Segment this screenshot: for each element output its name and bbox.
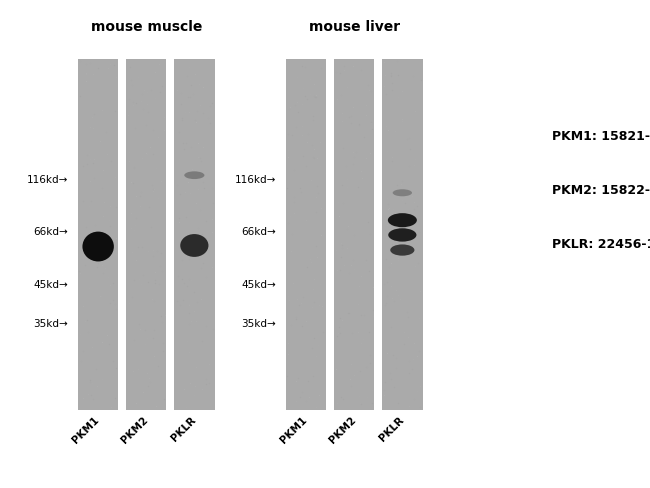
Text: PKM2: PKM2 <box>119 415 150 446</box>
Text: PKM1: PKM1 <box>279 415 309 446</box>
Ellipse shape <box>388 213 417 227</box>
Text: mouse liver: mouse liver <box>309 20 400 34</box>
Text: PKM1: PKM1 <box>71 415 101 446</box>
Text: PKLR: PKLR <box>377 415 406 443</box>
Text: PKLR: PKLR <box>169 415 198 443</box>
Bar <box>118 59 126 410</box>
Bar <box>334 59 374 410</box>
Text: 116kd→: 116kd→ <box>235 175 276 185</box>
Ellipse shape <box>388 228 417 242</box>
Text: PKLR: 22456-1-AP: PKLR: 22456-1-AP <box>552 238 650 250</box>
Bar <box>174 59 214 410</box>
Bar <box>78 59 118 410</box>
Text: 66kd→: 66kd→ <box>34 227 68 238</box>
Ellipse shape <box>390 244 415 256</box>
Bar <box>374 59 382 410</box>
Text: 66kd→: 66kd→ <box>242 227 276 238</box>
Bar <box>286 59 326 410</box>
Text: PKM2: PKM2 <box>327 415 358 446</box>
Text: mouse muscle: mouse muscle <box>90 20 202 34</box>
Text: 116kd→: 116kd→ <box>27 175 68 185</box>
Text: 45kd→: 45kd→ <box>242 280 276 290</box>
Ellipse shape <box>185 171 204 179</box>
Text: 35kd→: 35kd→ <box>242 319 276 329</box>
Ellipse shape <box>180 234 209 257</box>
Ellipse shape <box>83 232 114 262</box>
Bar <box>126 59 166 410</box>
Ellipse shape <box>393 189 412 196</box>
Bar <box>326 59 334 410</box>
Bar <box>382 59 422 410</box>
Bar <box>166 59 174 410</box>
Text: 45kd→: 45kd→ <box>34 280 68 290</box>
Text: PKM2: 15822-1-AP: PKM2: 15822-1-AP <box>552 184 650 197</box>
Text: 35kd→: 35kd→ <box>34 319 68 329</box>
Text: PKM1: 15821-1-AP: PKM1: 15821-1-AP <box>552 130 650 143</box>
